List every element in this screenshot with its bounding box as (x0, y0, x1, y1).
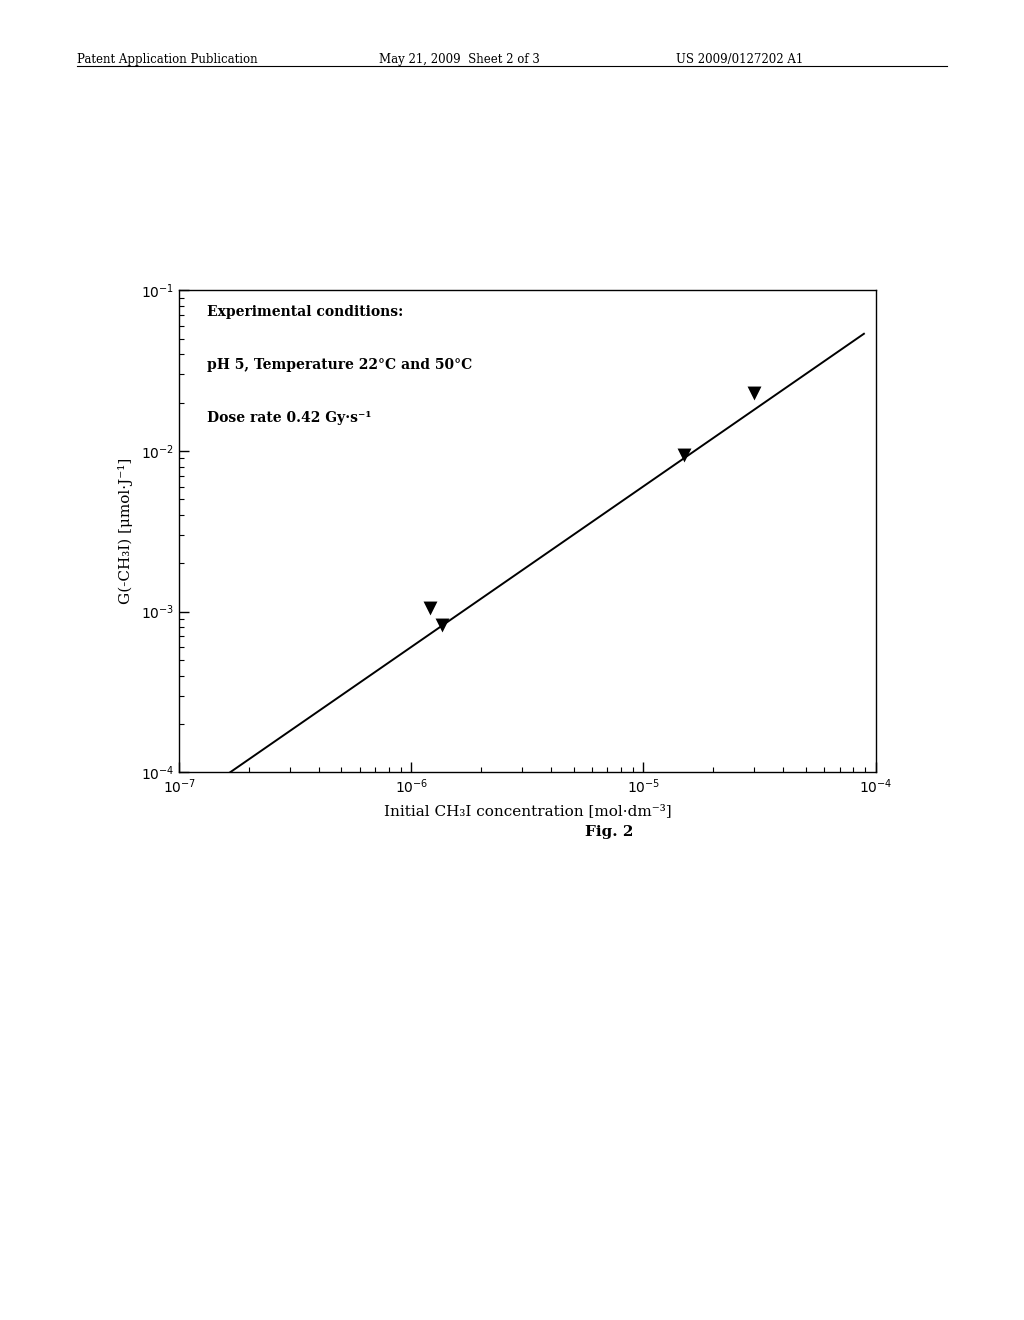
Point (433, 615, 450, 636)
Y-axis label: G(-CH₃I) [μmol·J⁻¹]: G(-CH₃I) [μmol·J⁻¹] (118, 458, 132, 605)
Point (676, 444, 692, 465)
Text: Dose rate 0.42 Gy·s⁻¹: Dose rate 0.42 Gy·s⁻¹ (207, 411, 372, 425)
Text: Experimental conditions:: Experimental conditions: (207, 305, 403, 319)
X-axis label: Initial CH₃I concentration [mol·dm⁻³]: Initial CH₃I concentration [mol·dm⁻³] (384, 804, 671, 818)
Point (745, 383, 762, 404)
Text: Patent Application Publication: Patent Application Publication (77, 53, 257, 66)
Text: May 21, 2009  Sheet 2 of 3: May 21, 2009 Sheet 2 of 3 (379, 53, 540, 66)
Text: Fig. 2: Fig. 2 (585, 825, 634, 840)
Text: pH 5, Temperature 22°C and 50°C: pH 5, Temperature 22°C and 50°C (207, 358, 472, 372)
Point (422, 598, 438, 619)
Text: US 2009/0127202 A1: US 2009/0127202 A1 (676, 53, 803, 66)
